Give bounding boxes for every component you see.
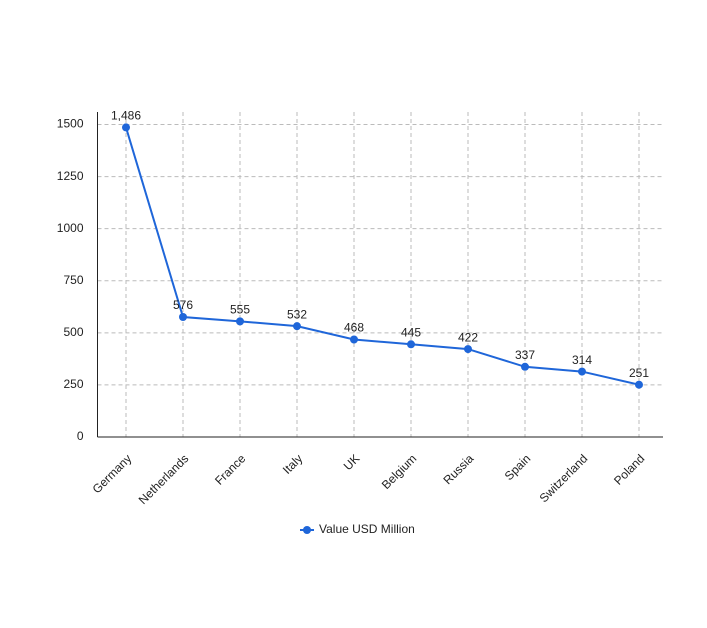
point bbox=[179, 313, 187, 321]
x-tick-label: Switzerland bbox=[537, 451, 591, 505]
point bbox=[521, 362, 529, 371]
x-tick-label: UK bbox=[341, 451, 363, 473]
data-label: 532 bbox=[287, 307, 307, 321]
legend-marker bbox=[303, 526, 311, 534]
point bbox=[464, 345, 472, 354]
data-label: 555 bbox=[230, 303, 250, 317]
x-tick-label: Russia bbox=[441, 451, 477, 487]
x-tick-label: Spain bbox=[502, 451, 534, 483]
point bbox=[578, 367, 586, 376]
data-label: 1,486 bbox=[111, 109, 141, 123]
x-tick-label: Italy bbox=[280, 451, 305, 476]
point bbox=[122, 123, 130, 132]
data-label: 337 bbox=[515, 348, 535, 362]
point bbox=[236, 317, 244, 326]
x-tick-label: France bbox=[212, 451, 249, 488]
data-label: 422 bbox=[458, 330, 478, 344]
point bbox=[407, 340, 415, 349]
legend-label: Value USD Million bbox=[319, 522, 415, 536]
y-tick-label: 1500 bbox=[57, 117, 84, 131]
data-label: 314 bbox=[572, 353, 592, 367]
y-tick-label: 750 bbox=[63, 273, 83, 287]
x-tick-label: Poland bbox=[611, 451, 647, 487]
x-tick-label: Netherlands bbox=[136, 451, 192, 507]
data-label: 468 bbox=[344, 321, 364, 335]
y-tick-label: 1250 bbox=[57, 169, 84, 183]
point bbox=[350, 335, 358, 344]
point bbox=[293, 322, 301, 331]
y-tick-label: 500 bbox=[63, 325, 83, 339]
y-tick-label: 1000 bbox=[57, 221, 84, 235]
line bbox=[125, 127, 640, 386]
y-tick-label: 250 bbox=[63, 377, 83, 391]
point bbox=[635, 380, 643, 389]
x-tick-label: Belgium bbox=[379, 451, 420, 492]
y-tick-label: 0 bbox=[77, 429, 84, 443]
data-label: 251 bbox=[629, 366, 649, 380]
x-tick-label: Germany bbox=[90, 451, 135, 496]
data-label: 445 bbox=[401, 325, 421, 339]
data-label: 576 bbox=[173, 298, 193, 312]
